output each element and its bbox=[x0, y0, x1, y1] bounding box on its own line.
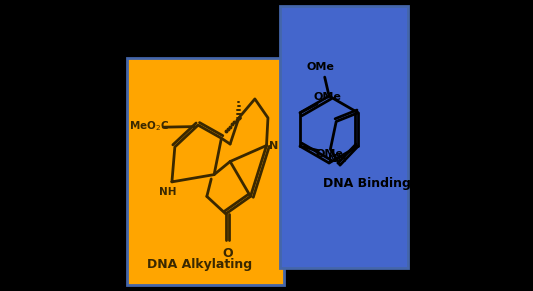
Text: OMe: OMe bbox=[314, 92, 342, 102]
FancyBboxPatch shape bbox=[280, 6, 408, 268]
Text: NH: NH bbox=[159, 187, 176, 197]
FancyBboxPatch shape bbox=[127, 58, 284, 285]
Text: NH: NH bbox=[328, 154, 347, 164]
Text: DNA Binding: DNA Binding bbox=[323, 177, 411, 190]
Text: N: N bbox=[269, 141, 278, 151]
Text: MeO$_2$C: MeO$_2$C bbox=[128, 120, 169, 134]
Text: O: O bbox=[222, 247, 232, 260]
Text: DNA Alkylating: DNA Alkylating bbox=[147, 258, 252, 271]
Text: OMe: OMe bbox=[306, 62, 334, 72]
Text: OMe: OMe bbox=[315, 148, 343, 159]
